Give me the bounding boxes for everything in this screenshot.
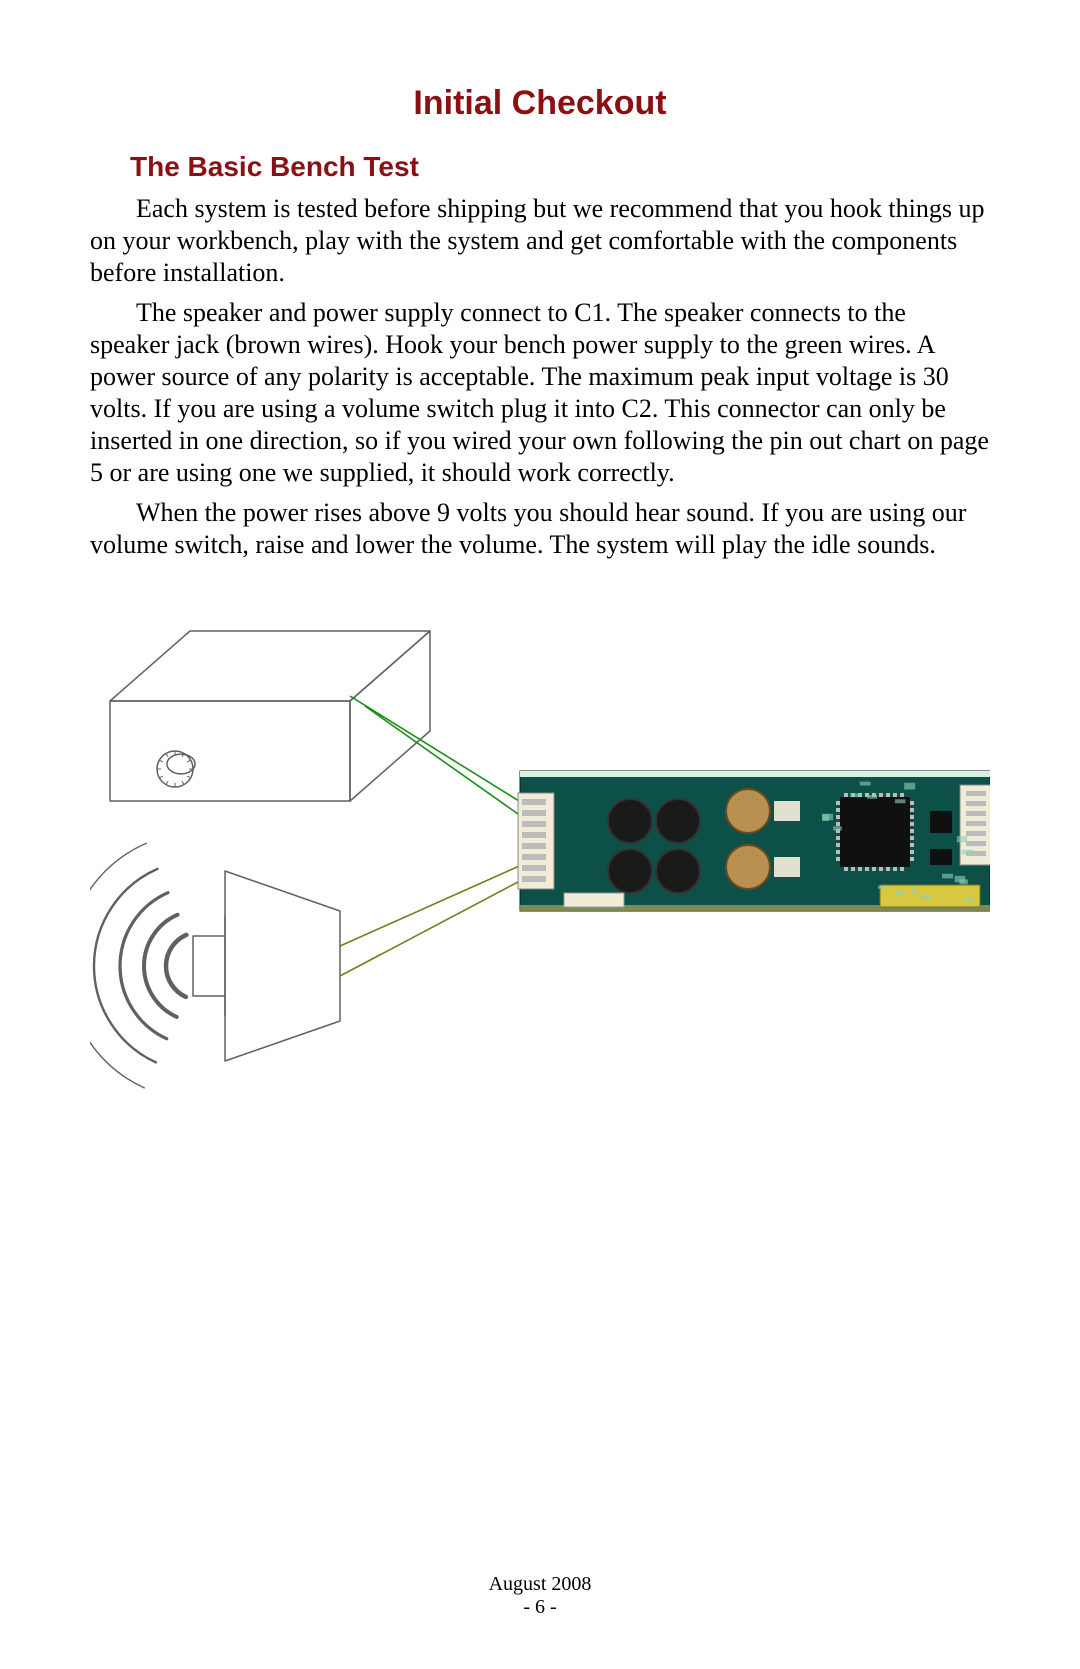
paragraph-1: Each system is tested before shipping bu… [90,193,990,289]
page-title: Initial Checkout [90,84,990,123]
paragraph-3: When the power rises above 9 volts you s… [90,497,990,561]
paragraph-2: The speaker and power supply connect to … [90,297,990,489]
diagram-svg [90,601,990,1121]
footer-date: August 2008 [0,1573,1080,1596]
bench-test-diagram [90,601,990,1121]
page-footer: August 2008 - 6 - [0,1573,1080,1619]
footer-page: - 6 - [0,1596,1080,1619]
section-heading: The Basic Bench Test [130,151,990,183]
